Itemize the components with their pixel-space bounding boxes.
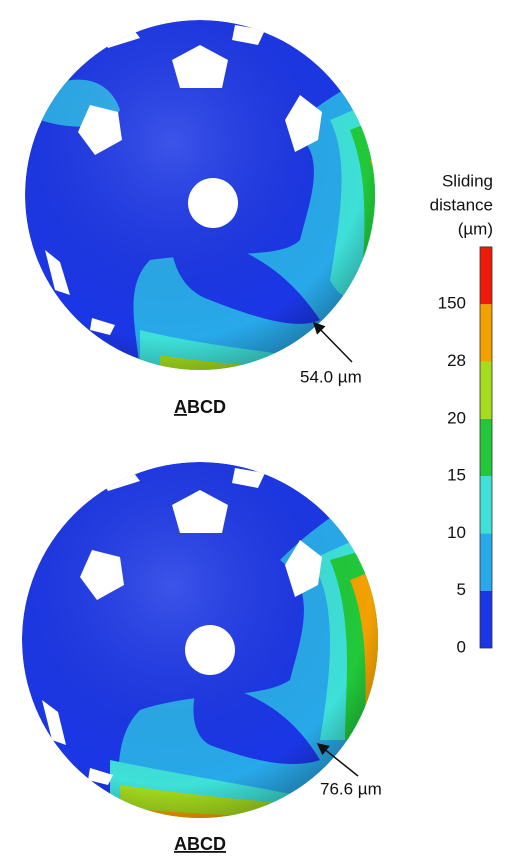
colorbar-tick-label: 150 [438, 294, 466, 313]
annotation-arrow [314, 323, 352, 362]
colorbar-band [480, 476, 492, 533]
colorbar-title: distance [430, 195, 493, 214]
figure: ABCD 54.0 µm ABCD 76.6 µm Sliding distance (µm… [0, 0, 521, 856]
label-part: BCD [187, 397, 226, 417]
colorbar-tick-label: 0 [457, 637, 466, 656]
colorbar-band [480, 304, 492, 361]
label-part: A [174, 397, 187, 417]
colorbar-band [480, 533, 492, 590]
annotation: 76.6 µm [320, 779, 382, 798]
label-part: ABCD [174, 834, 226, 854]
colorbar-band [480, 247, 492, 304]
annotation: 54.0 µm [300, 367, 362, 386]
colorbar-tick-label: 20 [447, 408, 466, 427]
colorbar-band [480, 419, 492, 476]
colorbar-title: (µm) [458, 219, 493, 238]
colorbar-tick-label: 5 [457, 580, 466, 599]
colorbar-tick-label: 10 [447, 523, 466, 542]
sphere-contour [22, 462, 400, 830]
colorbar-title: Sliding [442, 171, 493, 190]
colorbar-band [480, 362, 492, 419]
colorbar-tick-label: 28 [447, 351, 466, 370]
sphere-contour [25, 20, 400, 380]
panel-label: ABCD [174, 834, 226, 854]
colorbar-tick-label: 15 [447, 466, 466, 485]
colorbar-band [480, 591, 492, 648]
panel-label: ABCD [174, 397, 226, 417]
